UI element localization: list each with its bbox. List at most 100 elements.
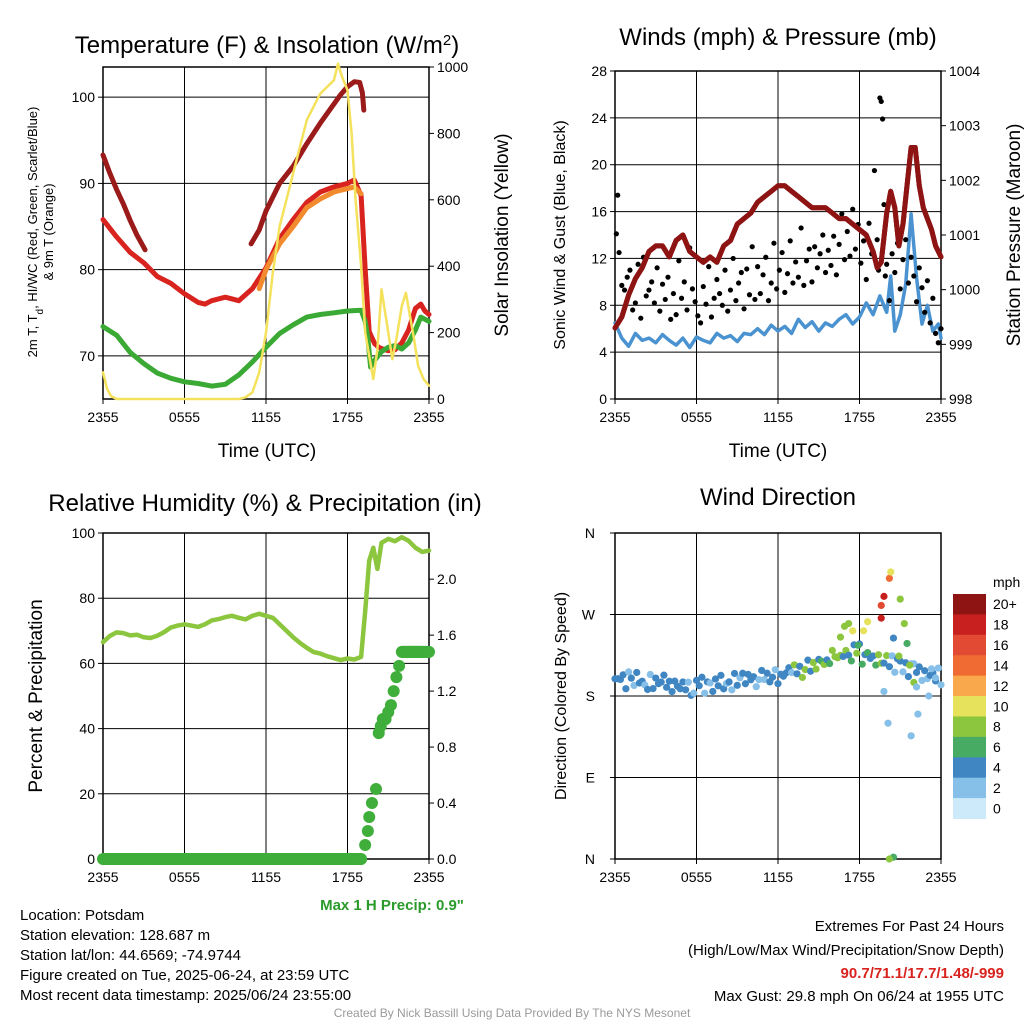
direction-point xyxy=(728,686,736,694)
y-tick-label: 100 xyxy=(72,525,96,541)
gust-point xyxy=(678,295,685,301)
gust-point xyxy=(793,259,799,265)
direction-point xyxy=(768,673,777,681)
gust-point xyxy=(681,279,687,285)
direction-point xyxy=(793,670,801,678)
y-tick-label: 60 xyxy=(79,655,95,671)
colorbar-swatch xyxy=(953,675,986,697)
y2-tick-label: 1.2 xyxy=(437,683,457,699)
colorbar-swatch xyxy=(953,716,986,738)
gust-point xyxy=(738,269,744,276)
colorbar-label: 6 xyxy=(993,739,1001,755)
x-tick-label: 1155 xyxy=(763,869,793,885)
direction-point xyxy=(717,671,725,679)
colorbar-label: 18 xyxy=(993,617,1009,633)
gust-point xyxy=(803,258,810,264)
temp9m-series-line xyxy=(256,184,364,292)
gust-point xyxy=(692,299,698,305)
latlon-text: Station lat/lon: 44.6569; -74.9744 xyxy=(20,947,242,964)
direction-point xyxy=(872,661,880,669)
gust-point xyxy=(817,251,823,257)
direction-point xyxy=(937,681,945,689)
colorbar-swatch xyxy=(953,655,986,677)
y2-tick-label: 1003 xyxy=(949,118,980,134)
gust-point xyxy=(706,264,712,270)
gust-point xyxy=(850,206,856,212)
gust-point xyxy=(736,280,742,286)
extremes-values: 90.7/71.1/17.7/1.48/-999 xyxy=(840,965,1004,982)
direction-point xyxy=(752,683,760,691)
colorbar-title: mph xyxy=(993,574,1020,590)
direction-point xyxy=(682,686,690,694)
y-tick-label: 0 xyxy=(87,851,95,867)
colorbar-label: 0 xyxy=(993,800,1001,816)
y-tick-label: N xyxy=(585,851,595,867)
direction-point xyxy=(733,681,741,689)
y-tick-label: N xyxy=(585,525,595,541)
direction-point xyxy=(760,675,769,684)
gust-point xyxy=(760,272,766,278)
colorbar-swatch xyxy=(953,594,986,615)
direction-point xyxy=(874,651,883,659)
y-tick-label: 16 xyxy=(591,204,607,220)
direction-point xyxy=(847,657,855,665)
direction-point xyxy=(739,669,747,677)
humidity-panel-title: Relative Humidity (%) & Precipitation (i… xyxy=(48,490,481,517)
x-tick-label: 1155 xyxy=(763,409,793,425)
direction-point xyxy=(676,685,684,693)
gust-point xyxy=(806,246,812,252)
direction-point xyxy=(877,601,885,610)
gust-point xyxy=(755,264,761,270)
y-tick-label: W xyxy=(582,607,596,623)
y-tick-label: S xyxy=(586,688,595,704)
direction-point xyxy=(709,687,717,696)
direction-point xyxy=(896,595,904,603)
direction-point xyxy=(864,648,872,657)
direction-point xyxy=(684,678,692,686)
direction-point xyxy=(627,674,635,682)
x-tick-label: 1155 xyxy=(251,409,281,425)
extremes-heading: Extremes For Past 24 Hours xyxy=(814,918,1004,935)
colorbar-label: 4 xyxy=(993,759,1001,775)
gust-point xyxy=(646,287,652,293)
direction-point xyxy=(880,687,888,696)
gust-point xyxy=(886,298,892,304)
direction-point xyxy=(900,619,908,628)
colorbar-label: 10 xyxy=(993,698,1009,714)
y2-tick-label: 1002 xyxy=(949,172,980,188)
humidity-plot: 2355 0555 1155 1755 2355 0 20 40 60 80 100 0.0 0.4 0.… xyxy=(72,525,457,885)
direction-point xyxy=(903,639,911,648)
gust-point xyxy=(744,266,750,272)
gust-point xyxy=(809,279,815,285)
y2-tick-label: 0 xyxy=(437,391,445,407)
gust-point xyxy=(852,246,859,252)
y2-tick-label: 0.4 xyxy=(437,795,457,811)
direction-point xyxy=(692,676,701,684)
gust-point xyxy=(716,290,723,297)
colorbar-label: 8 xyxy=(993,719,1001,735)
direction-point xyxy=(660,671,668,679)
gust-point xyxy=(673,312,679,318)
direction-point xyxy=(891,668,899,676)
temperature-x-axis-label: Time (UTC) xyxy=(218,441,317,462)
gust-point xyxy=(684,307,690,313)
winds-y-axis-label: Sonic Wind & Gust (Blue, Black) xyxy=(552,120,569,349)
direction-point xyxy=(668,687,676,696)
gust-point xyxy=(621,287,628,293)
hiwc-series-line xyxy=(100,152,148,253)
gust-point xyxy=(798,225,804,231)
y-tick-label: 100 xyxy=(72,89,96,105)
gust-point xyxy=(627,267,633,273)
temperature-plot: 2355 0555 1155 1755 235570809010002004006008… xyxy=(72,59,469,425)
direction-panel-title: Wind Direction xyxy=(700,484,856,511)
precip-point xyxy=(361,825,374,838)
gust-point xyxy=(711,295,717,301)
precip-point xyxy=(393,659,406,672)
gust-point xyxy=(814,265,820,271)
y2-tick-label: 200 xyxy=(437,325,461,341)
gust-point xyxy=(863,276,869,283)
y2-tick-label: 999 xyxy=(949,336,973,352)
gust-point xyxy=(670,290,677,297)
direction-point xyxy=(895,652,903,660)
gust-point xyxy=(708,314,715,320)
